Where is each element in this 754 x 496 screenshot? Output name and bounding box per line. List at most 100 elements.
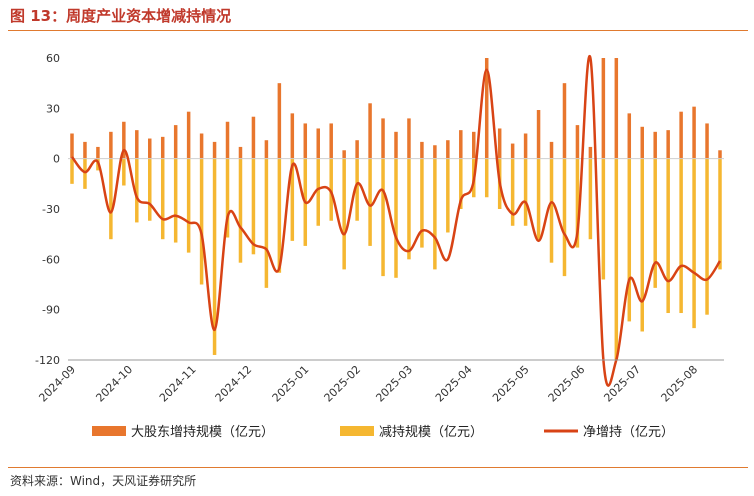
increase-bar bbox=[627, 113, 632, 159]
increase-bar bbox=[562, 83, 567, 159]
source-note: 资料来源：Wind，天风证券研究所 bbox=[10, 474, 197, 488]
x-tick-label: 2025-05 bbox=[490, 363, 532, 405]
x-tick-label: 2024-10 bbox=[93, 363, 135, 405]
increase-bar bbox=[277, 83, 282, 159]
net-increase-line bbox=[71, 54, 722, 387]
decrease-bar bbox=[277, 158, 282, 273]
legend-decrease-swatch bbox=[340, 426, 374, 436]
decrease-bar bbox=[212, 158, 217, 355]
decrease-bar bbox=[627, 158, 632, 322]
decrease-bars bbox=[70, 158, 722, 360]
increase-bar bbox=[212, 141, 217, 159]
x-tick-label: 2025-03 bbox=[373, 363, 415, 405]
increase-bar bbox=[122, 121, 126, 159]
decrease-bar bbox=[160, 158, 165, 240]
increase-bar bbox=[433, 145, 437, 159]
increase-bar bbox=[394, 131, 398, 159]
increase-bar bbox=[497, 128, 502, 159]
y-tick-label: 30 bbox=[46, 102, 60, 115]
increase-bar bbox=[186, 111, 191, 159]
increase-bar bbox=[705, 123, 709, 159]
x-tick-label: 2025-02 bbox=[322, 363, 364, 405]
decrease-bar bbox=[251, 158, 256, 255]
increase-bar bbox=[96, 146, 100, 159]
increase-bar bbox=[523, 133, 528, 159]
increase-bar bbox=[640, 126, 644, 159]
x-tick-label: 2025-06 bbox=[546, 363, 588, 405]
increase-bar bbox=[238, 146, 243, 159]
y-tick-label: -90 bbox=[42, 304, 60, 317]
figure-title: 图 13：周度产业资本增减持情况 bbox=[10, 7, 232, 25]
legend-increase-swatch bbox=[92, 426, 126, 436]
x-tick-label: 2025-01 bbox=[270, 363, 312, 405]
decrease-bar bbox=[109, 158, 113, 240]
decrease-bar bbox=[199, 158, 204, 285]
decrease-bar bbox=[510, 158, 515, 226]
increase-bar bbox=[549, 141, 554, 159]
legend-net-label: 净增持（亿元） bbox=[583, 425, 674, 440]
increase-bar bbox=[381, 118, 385, 159]
decrease-bar bbox=[575, 158, 580, 248]
increase-bar bbox=[510, 143, 515, 159]
decrease-bar bbox=[523, 158, 528, 226]
decrease-bar bbox=[666, 158, 670, 314]
title-divider bbox=[8, 30, 748, 31]
y-tick-label: -30 bbox=[42, 203, 60, 216]
decrease-bar bbox=[394, 158, 398, 278]
increase-bar bbox=[342, 150, 346, 159]
increase-bar bbox=[420, 141, 424, 159]
increase-bar bbox=[484, 58, 489, 159]
y-axis: 60 30 0 -30 -60 -90 -120 bbox=[35, 52, 60, 367]
increase-bar bbox=[109, 131, 113, 159]
decrease-bar bbox=[679, 158, 683, 314]
y-tick-label: 60 bbox=[46, 52, 60, 65]
decrease-bar bbox=[135, 158, 139, 223]
legend-decrease-label: 减持规模（亿元） bbox=[379, 425, 483, 440]
increase-bar bbox=[446, 140, 450, 159]
decrease-bar bbox=[148, 158, 152, 221]
decrease-bar bbox=[186, 158, 191, 253]
x-tick-label: 2024-12 bbox=[213, 363, 255, 405]
y-tick-label: 0 bbox=[53, 153, 60, 166]
decrease-bar bbox=[342, 158, 346, 270]
decrease-bar bbox=[446, 158, 450, 233]
increase-bar bbox=[692, 106, 696, 159]
decrease-bar bbox=[420, 158, 424, 248]
decrease-bar bbox=[355, 158, 359, 221]
increase-bar bbox=[601, 58, 606, 159]
decrease-bar bbox=[329, 158, 333, 221]
decrease-bar bbox=[705, 158, 709, 315]
increase-bars bbox=[70, 58, 722, 159]
decrease-bar bbox=[264, 158, 269, 288]
decrease-bar bbox=[653, 158, 657, 288]
decrease-bar bbox=[459, 158, 463, 209]
decrease-bar bbox=[433, 158, 437, 270]
decrease-bar bbox=[718, 158, 722, 270]
decrease-bar bbox=[640, 158, 644, 332]
chart: 60 30 0 -30 -60 -90 -120 2024-09 2024-10 2024-11… bbox=[35, 52, 724, 440]
decrease-bar bbox=[381, 158, 385, 277]
increase-bar bbox=[614, 58, 619, 159]
increase-bar bbox=[459, 130, 463, 159]
legend: 大股东增持规模（亿元） 减持规模（亿元） 净增持（亿元） bbox=[92, 425, 674, 440]
decrease-bar bbox=[601, 158, 606, 280]
increase-bar bbox=[368, 103, 372, 159]
x-tick-label: 2024-11 bbox=[157, 363, 199, 405]
decrease-bar bbox=[588, 158, 593, 240]
increase-bar bbox=[303, 123, 308, 159]
x-tick-label: 2025-08 bbox=[659, 363, 701, 405]
increase-bar bbox=[160, 136, 165, 159]
decrease-bar bbox=[562, 158, 567, 277]
decrease-bar bbox=[122, 158, 126, 186]
increase-bar bbox=[199, 133, 204, 159]
x-axis: 2024-09 2024-10 2024-11 2024-12 2025-01 2025-… bbox=[36, 363, 700, 405]
increase-bar bbox=[83, 141, 87, 159]
increase-bar bbox=[173, 125, 178, 159]
decrease-bar bbox=[407, 158, 411, 260]
decrease-bar bbox=[173, 158, 178, 243]
decrease-bar bbox=[368, 158, 372, 246]
decrease-bar bbox=[549, 158, 554, 263]
y-tick-label: -120 bbox=[35, 354, 60, 367]
footer-divider bbox=[8, 467, 748, 468]
increase-bar bbox=[666, 130, 670, 159]
